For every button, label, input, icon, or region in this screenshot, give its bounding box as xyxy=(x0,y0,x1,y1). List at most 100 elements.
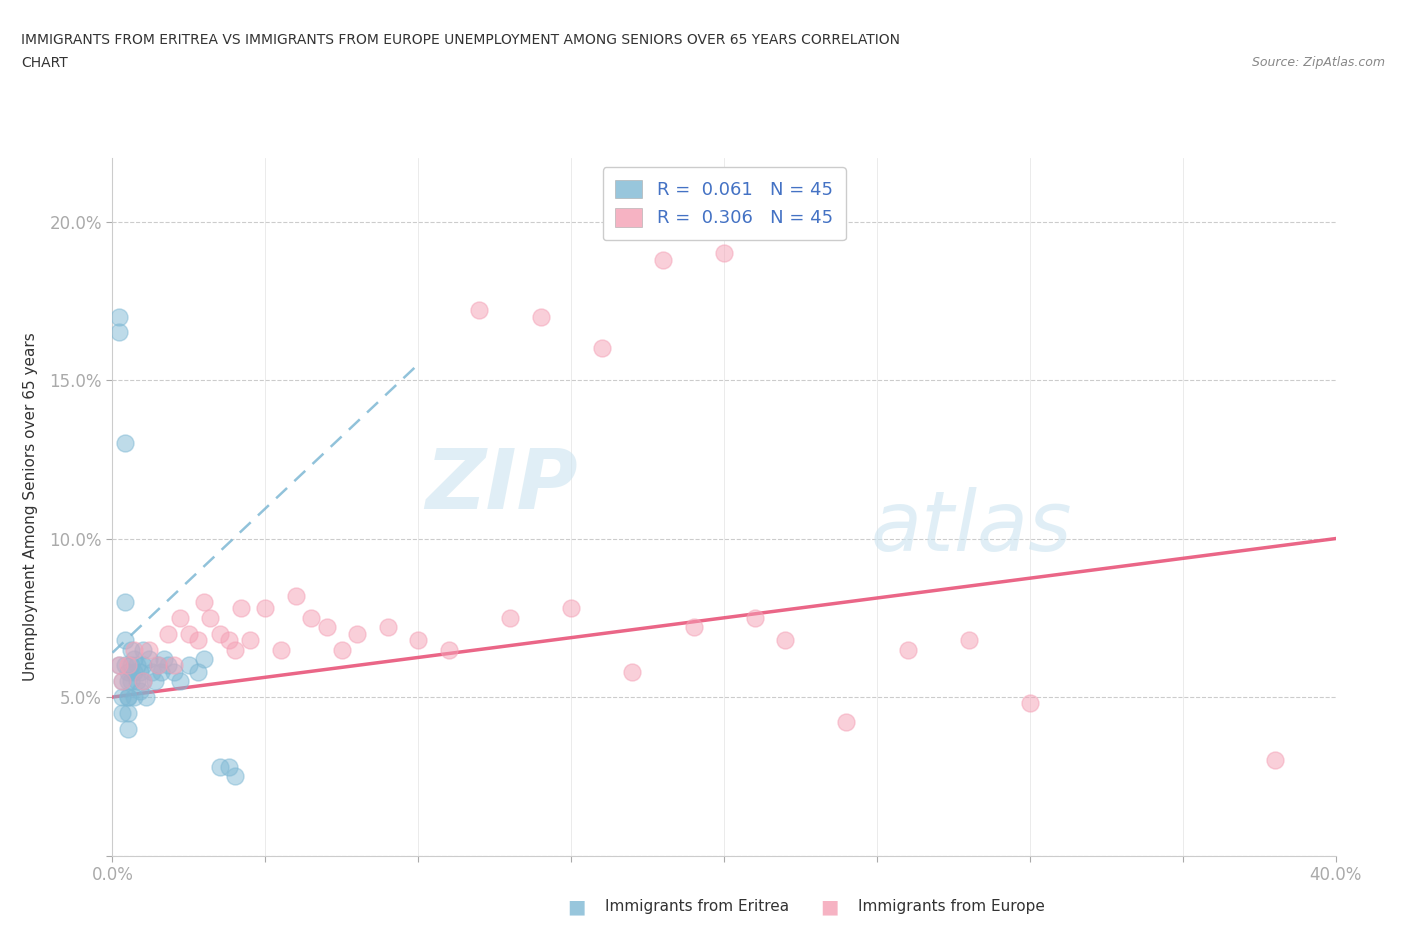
Point xyxy=(117,706,139,721)
Point xyxy=(111,690,134,705)
Point xyxy=(835,715,858,730)
Point xyxy=(125,673,148,688)
Point xyxy=(299,610,322,625)
Point xyxy=(122,664,145,679)
Point xyxy=(114,632,136,647)
Point xyxy=(270,642,292,657)
Text: Immigrants from Europe: Immigrants from Europe xyxy=(858,899,1045,914)
Point xyxy=(107,658,129,672)
Point xyxy=(129,664,152,679)
Point xyxy=(120,673,142,688)
Point xyxy=(437,642,460,657)
Point xyxy=(148,658,170,672)
Point xyxy=(652,252,675,267)
Point xyxy=(530,309,553,324)
Y-axis label: Unemployment Among Seniors over 65 years: Unemployment Among Seniors over 65 years xyxy=(24,333,38,681)
Point xyxy=(163,658,186,672)
Point xyxy=(111,673,134,688)
Point xyxy=(141,664,163,679)
Point xyxy=(129,684,152,698)
Point xyxy=(143,673,166,688)
Text: IMMIGRANTS FROM ERITREA VS IMMIGRANTS FROM EUROPE UNEMPLOYMENT AMONG SENIORS OVE: IMMIGRANTS FROM ERITREA VS IMMIGRANTS FR… xyxy=(21,33,900,46)
Text: ■: ■ xyxy=(820,897,839,916)
Point xyxy=(117,673,139,688)
Point xyxy=(163,664,186,679)
Point xyxy=(125,658,148,672)
Point xyxy=(408,632,430,647)
Point xyxy=(315,620,337,635)
Point xyxy=(218,760,240,775)
Point xyxy=(499,610,522,625)
Point xyxy=(107,325,129,339)
Point xyxy=(114,594,136,609)
Point xyxy=(120,642,142,657)
Point xyxy=(744,610,766,625)
Point xyxy=(193,652,215,667)
Text: atlas: atlas xyxy=(870,487,1073,568)
Point xyxy=(200,610,222,625)
Point xyxy=(284,588,308,603)
Point xyxy=(122,690,145,705)
Point xyxy=(148,658,170,672)
Point xyxy=(169,673,191,688)
Point xyxy=(377,620,399,635)
Point xyxy=(132,673,155,688)
Point xyxy=(775,632,797,647)
Point xyxy=(135,690,157,705)
Point xyxy=(138,652,160,667)
Point xyxy=(117,664,139,679)
Point xyxy=(346,626,368,641)
Point xyxy=(224,769,246,784)
Point xyxy=(224,642,246,657)
Point xyxy=(156,626,179,641)
Point xyxy=(254,601,277,616)
Point xyxy=(1018,696,1040,711)
Point xyxy=(187,664,209,679)
Point xyxy=(330,642,353,657)
Point xyxy=(150,664,173,679)
Point xyxy=(468,303,491,318)
Point xyxy=(177,626,200,641)
Point xyxy=(132,673,155,688)
Point xyxy=(111,706,134,721)
Point xyxy=(957,632,980,647)
Point xyxy=(156,658,179,672)
Point xyxy=(193,594,215,609)
Text: ■: ■ xyxy=(567,897,586,916)
Point xyxy=(153,652,176,667)
Point xyxy=(132,642,155,657)
Point xyxy=(114,436,136,451)
Text: CHART: CHART xyxy=(21,56,67,70)
Text: Immigrants from Eritrea: Immigrants from Eritrea xyxy=(605,899,789,914)
Point xyxy=(114,658,136,672)
Point xyxy=(107,309,129,324)
Point xyxy=(218,632,240,647)
Point xyxy=(177,658,200,672)
Point xyxy=(621,664,644,679)
Legend: R =  0.061   N = 45, R =  0.306   N = 45: R = 0.061 N = 45, R = 0.306 N = 45 xyxy=(603,167,845,240)
Text: Source: ZipAtlas.com: Source: ZipAtlas.com xyxy=(1251,56,1385,69)
Point xyxy=(560,601,582,616)
Point xyxy=(122,652,145,667)
Point xyxy=(208,760,231,775)
Point xyxy=(120,658,142,672)
Point xyxy=(229,601,252,616)
Point xyxy=(682,620,704,635)
Point xyxy=(111,673,134,688)
Point xyxy=(208,626,231,641)
Point xyxy=(138,642,160,657)
Point xyxy=(117,690,139,705)
Text: ZIP: ZIP xyxy=(425,445,578,526)
Point xyxy=(897,642,920,657)
Point xyxy=(117,658,139,672)
Point xyxy=(713,246,735,260)
Point xyxy=(117,722,139,737)
Point xyxy=(107,658,129,672)
Point xyxy=(591,341,613,356)
Point xyxy=(169,610,191,625)
Point xyxy=(122,642,145,657)
Point xyxy=(239,632,262,647)
Point xyxy=(187,632,209,647)
Point xyxy=(132,658,155,672)
Point xyxy=(117,690,139,705)
